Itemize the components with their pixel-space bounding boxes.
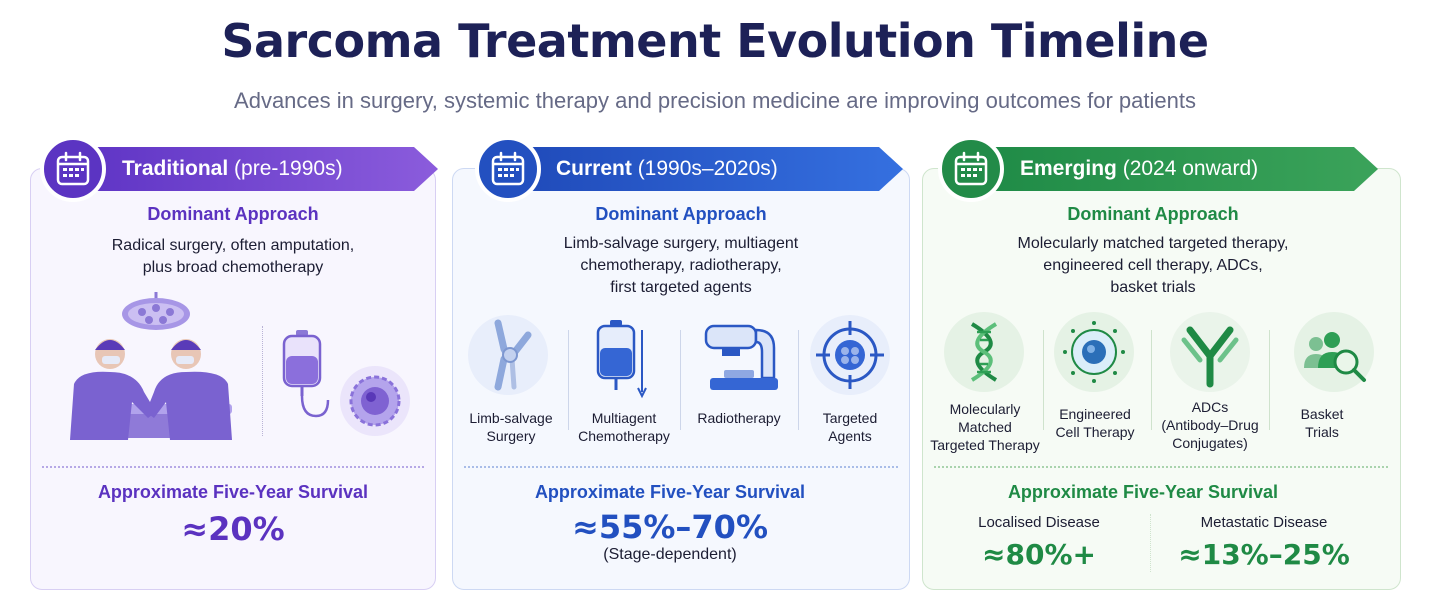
traditional-banner xyxy=(70,147,438,191)
label-line: Agents xyxy=(828,428,872,444)
phase-period: (1990s–2020s) xyxy=(637,157,778,180)
surgeons-operating-icon xyxy=(70,292,232,440)
divider xyxy=(1150,514,1151,572)
label-line: (Antibody–Drug xyxy=(1161,417,1259,433)
divider xyxy=(42,466,424,468)
metastatic-label: Metastatic Disease xyxy=(1200,514,1328,531)
phase-name: Traditional xyxy=(122,157,229,180)
emerging-approach-text: Molecularly matched targeted therapy, en… xyxy=(922,233,1384,299)
divider xyxy=(934,466,1388,468)
emerging-survival-heading: Approximate Five-Year Survival xyxy=(1007,482,1279,502)
calendar-icon xyxy=(475,136,541,202)
target-cell-icon xyxy=(810,315,890,395)
divider xyxy=(464,466,898,468)
current-survival-note: (Stage-dependent) xyxy=(603,546,737,563)
label-line: Targeted Therapy xyxy=(930,437,1040,453)
divider xyxy=(1043,330,1044,430)
phase-period: (2024 onward) xyxy=(1122,157,1259,180)
phase-name: Emerging xyxy=(1020,157,1117,180)
label-line: Multiagent xyxy=(591,410,657,426)
approach-line: Limb-salvage surgery, multiagent xyxy=(563,235,799,252)
surgical-lamp-icon xyxy=(122,292,190,330)
traditional-survival-heading: Approximate Five-Year Survival xyxy=(97,482,369,502)
phase-period: (pre-1990s) xyxy=(234,157,343,180)
item-label: Multiagent Chemotherapy xyxy=(568,409,680,445)
emerging-banner-title: Emerging (2024 onward) xyxy=(1020,147,1258,191)
item-label: ADCs (Antibody–Drug Conjugates) xyxy=(1151,398,1269,452)
divider xyxy=(568,330,569,430)
item-label: Molecularly Matched Targeted Therapy xyxy=(928,400,1042,454)
label-line: ADCs xyxy=(1191,399,1229,415)
cancer-cell-icon xyxy=(340,366,410,436)
traditional-approach-text: Radical surgery, often amputation, plus … xyxy=(30,235,436,279)
traditional-survival-value: ≈20% xyxy=(181,510,285,548)
dna-icon xyxy=(944,312,1024,392)
label-line: Surgery xyxy=(486,428,536,444)
current-banner xyxy=(505,147,903,191)
page-subtitle: Advances in surgery, systemic therapy an… xyxy=(234,88,1196,113)
localised-value: ≈80%+ xyxy=(982,538,1096,571)
divider xyxy=(798,330,799,430)
label-line: Trials xyxy=(1305,424,1339,440)
current-survival-value: ≈55%–70% xyxy=(572,508,768,546)
item-label: Basket Trials xyxy=(1269,405,1375,441)
calendar-icon xyxy=(40,136,106,202)
iv-bag-icon xyxy=(596,320,647,399)
metastatic-value: ≈13%–25% xyxy=(1178,538,1350,571)
traditional-banner-title: Traditional (pre-1990s) xyxy=(122,147,343,191)
patients-search-icon xyxy=(1294,312,1374,392)
label-line: Limb-salvage xyxy=(469,410,553,426)
divider xyxy=(680,330,681,430)
current-survival-heading: Approximate Five-Year Survival xyxy=(534,482,806,502)
emerging-approach-heading: Dominant Approach xyxy=(1067,204,1239,224)
antibody-icon xyxy=(1170,312,1250,392)
approach-line: basket trials xyxy=(1110,279,1196,296)
emerging-banner xyxy=(968,147,1378,191)
radiotherapy-machine-icon xyxy=(704,324,778,390)
page-title: Sarcoma Treatment Evolution Timeline xyxy=(221,14,1209,68)
approach-line: engineered cell therapy, ADCs, xyxy=(1043,257,1263,274)
item-label: Radiotherapy xyxy=(697,410,781,426)
approach-line: plus broad chemotherapy xyxy=(142,259,324,276)
item-label: Targeted Agents xyxy=(798,409,902,445)
calendar-icon xyxy=(938,136,1004,202)
label-line: Molecularly xyxy=(949,401,1021,417)
current-approach-heading: Dominant Approach xyxy=(595,204,767,224)
label-line: Matched xyxy=(958,419,1012,435)
label-line: Targeted xyxy=(822,410,878,426)
divider xyxy=(1269,330,1270,430)
engineered-cell-icon xyxy=(1054,312,1134,392)
label-line: Engineered xyxy=(1059,406,1131,422)
localised-label: Localised Disease xyxy=(978,514,1100,531)
label-line: Conjugates) xyxy=(1172,435,1248,451)
divider xyxy=(1151,330,1152,430)
knee-joint-icon xyxy=(468,315,548,395)
traditional-approach-heading: Dominant Approach xyxy=(147,204,319,224)
current-banner-title: Current (1990s–2020s) xyxy=(556,147,778,191)
iv-bag-icon xyxy=(282,330,330,418)
approach-line: Radical surgery, often amputation, xyxy=(111,237,355,254)
label-line: Chemotherapy xyxy=(578,428,670,444)
approach-line: chemotherapy, radiotherapy, xyxy=(580,257,782,274)
phase-name: Current xyxy=(556,157,632,180)
item-label: Limb-salvage Surgery xyxy=(452,409,570,445)
label-line: Cell Therapy xyxy=(1055,424,1135,440)
label-line: Basket xyxy=(1300,406,1344,422)
current-approach-text: Limb-salvage surgery, multiagent chemoth… xyxy=(452,233,910,299)
approach-line: first targeted agents xyxy=(610,279,752,296)
divider xyxy=(262,326,263,436)
approach-line: Molecularly matched targeted therapy, xyxy=(1017,235,1289,252)
item-label: Engineered Cell Therapy xyxy=(1043,405,1147,441)
